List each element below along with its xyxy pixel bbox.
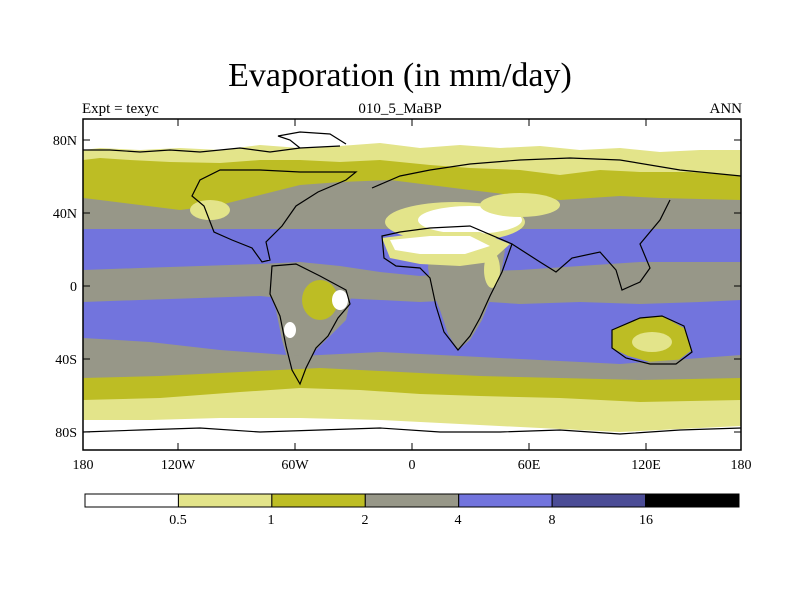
map-title: Evaporation (in mm/day) [228,57,572,94]
time-period-label: 010_5_MaBP [358,101,442,117]
colorbar-label-8: 8 [549,513,556,528]
lat-label-40s: 40S [55,353,77,368]
experiment-label: Expt = texyc [82,101,159,117]
colorbar-label-1: 1 [268,513,275,528]
lon-label-180e: 180 [731,458,752,473]
colorbar-swatch [364,493,460,508]
colorbar-swatch [177,493,273,508]
colorbar-label-4: 4 [455,513,462,528]
lon-label-60w: 60W [281,458,309,473]
colorbar-label-0-5: 0.5 [169,513,187,528]
lon-label-120w: 120W [161,458,196,473]
colorbar-label-2: 2 [362,513,369,528]
lon-label-60e: 60E [518,458,541,473]
lat-label-0: 0 [70,280,77,295]
colorbar-swatch [271,493,366,508]
lat-label-80s: 80S [55,426,77,441]
colorbar [84,493,740,508]
lon-label-0: 0 [409,458,416,473]
lon-label-180w: 180 [73,458,94,473]
colorbar-swatch [84,493,179,508]
colorbar-swatch [551,493,647,508]
lat-label-80n: 80N [53,134,77,149]
map-field [83,119,741,450]
lon-label-120e: 120E [631,458,661,473]
season-label: ANN [709,101,743,117]
colorbar-label-16: 16 [639,513,653,528]
lat-label-40n: 40N [53,207,77,222]
colorbar-labels: 0.5 1 2 4 8 16 [169,513,653,528]
colorbar-swatch [458,493,553,508]
colorbar-swatch [645,493,740,508]
